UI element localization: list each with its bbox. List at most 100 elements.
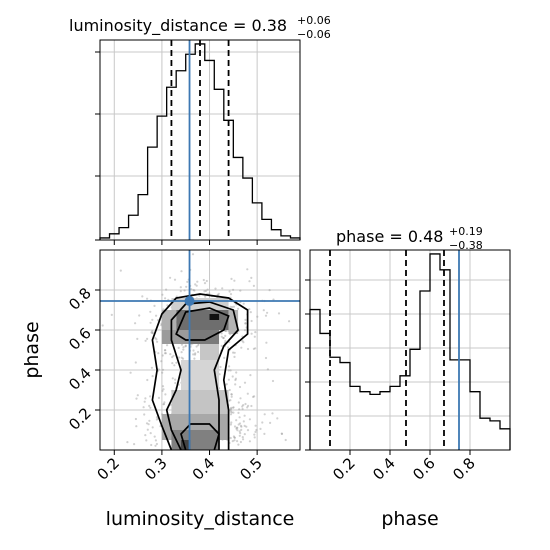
scatter-point	[230, 277, 233, 280]
scatter-point	[232, 435, 235, 438]
scatter-point	[160, 360, 163, 363]
scatter-point	[254, 331, 257, 334]
scatter-point	[224, 334, 227, 337]
scatter-point	[241, 339, 244, 342]
scatter-point	[284, 438, 287, 442]
scatter-point	[233, 351, 236, 354]
scatter-point	[229, 436, 232, 440]
scatter-point	[232, 305, 236, 308]
scatter-point	[192, 349, 195, 352]
luminosity-distance-histogram-panel: luminosity_distance = 0.38 +0.06 −0.06	[69, 14, 331, 245]
hist2-title-lower: −0.38	[449, 239, 483, 252]
scatter-point	[264, 314, 268, 317]
scatter-point	[192, 288, 195, 292]
density-cell-6	[209, 314, 220, 320]
scatter-point	[225, 329, 228, 333]
scatter-point	[238, 385, 242, 389]
scatter-point	[161, 371, 164, 374]
hist1-title: luminosity_distance = 0.38	[69, 16, 287, 36]
scatter-point	[229, 407, 232, 410]
scatter-point	[155, 416, 159, 419]
scatter-point	[166, 344, 169, 347]
scatter-point	[243, 433, 246, 436]
scatter-point	[255, 428, 258, 432]
scatter-point	[243, 329, 247, 332]
scatter-point	[151, 330, 154, 333]
scatter-point	[234, 378, 237, 382]
scatter-point	[242, 420, 245, 423]
scatter-point	[222, 336, 225, 340]
density-cell-5	[171, 298, 229, 310]
scatter-point	[142, 406, 145, 409]
scatter-point	[230, 393, 233, 396]
scatter-point	[193, 353, 197, 356]
scatter-point	[179, 290, 182, 293]
scatter-point	[180, 351, 183, 354]
scatter-point	[203, 290, 206, 293]
scatter-point	[218, 373, 221, 376]
scatter-point	[271, 412, 274, 415]
scatter-point	[156, 319, 160, 322]
scatter-point	[261, 421, 264, 424]
scatter-point	[144, 339, 147, 342]
hist2-title: phase = 0.48	[336, 227, 443, 246]
scatter-point	[234, 383, 237, 386]
scatter-point	[239, 440, 242, 444]
scatter-point	[229, 293, 233, 296]
scatter-point	[249, 374, 252, 377]
scatter-point	[256, 315, 259, 318]
luminosity-distance-x-axis-label: luminosity_distance	[106, 508, 295, 530]
scatter-point	[246, 406, 249, 409]
scatter-point	[232, 351, 235, 354]
scatter-point	[151, 375, 154, 378]
scatter-point	[134, 361, 137, 364]
scatter-point	[154, 337, 157, 340]
scatter-point	[154, 444, 157, 447]
scatter-point	[231, 305, 234, 309]
scatter-point	[184, 344, 187, 347]
scatter-point	[186, 280, 189, 283]
scatter-point	[252, 347, 255, 350]
scatter-point	[239, 397, 242, 400]
contour-mid	[165, 301, 240, 451]
scatter-point	[135, 425, 138, 428]
scatter-point	[276, 417, 279, 420]
scatter-point	[133, 443, 136, 446]
scatter-point	[208, 292, 211, 295]
scatter-point	[173, 364, 176, 367]
scatter-point	[149, 321, 152, 324]
scatter-point	[143, 413, 146, 416]
scatter-point	[264, 356, 268, 360]
scatter-point	[229, 413, 233, 416]
scatter-point	[126, 441, 129, 444]
scatter-point	[216, 293, 219, 296]
hist1-title-lower: −0.06	[297, 28, 331, 41]
density-cell-4	[228, 310, 239, 334]
scatter-point	[227, 378, 230, 381]
scatter-point	[196, 280, 199, 283]
scatter-point	[190, 288, 193, 291]
scatter-point	[242, 341, 245, 344]
scatter-point	[165, 288, 168, 291]
scatter-point	[194, 352, 197, 355]
scatter-point	[262, 309, 265, 312]
scatter-point	[151, 331, 154, 334]
scatter-point	[179, 286, 182, 289]
hist1-title-upper: +0.06	[297, 14, 331, 27]
scatter-point	[217, 292, 220, 295]
scatter-point	[155, 418, 158, 421]
scatter-point	[228, 365, 231, 368]
scatter-tick-marks	[95, 289, 258, 455]
scatter-point	[277, 312, 281, 315]
scatter-point	[238, 408, 241, 411]
scatter-point	[134, 417, 137, 421]
scatter-point	[231, 440, 234, 443]
scatter-point	[254, 347, 257, 350]
scatter-point	[241, 407, 244, 411]
scatter-point	[171, 356, 174, 359]
scatter-point	[161, 293, 164, 296]
scatter-point	[240, 428, 243, 431]
scatter-point	[253, 433, 256, 436]
scatter-point	[193, 357, 196, 360]
scatter-point	[254, 430, 257, 433]
